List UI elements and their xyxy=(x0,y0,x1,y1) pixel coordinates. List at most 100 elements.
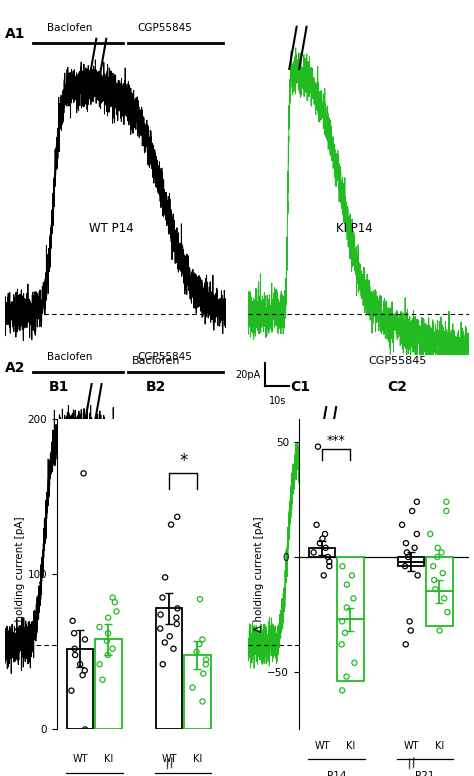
Bar xyxy=(426,557,453,591)
Point xyxy=(429,560,437,573)
Bar xyxy=(337,557,364,619)
Text: C2: C2 xyxy=(388,380,408,394)
Point xyxy=(324,551,332,563)
Point xyxy=(338,684,346,697)
Text: //: // xyxy=(406,756,418,771)
Text: B2: B2 xyxy=(146,380,166,394)
Text: WT: WT xyxy=(403,741,419,751)
Y-axis label: Δ holding current [pA]: Δ holding current [pA] xyxy=(255,516,264,632)
Text: KI: KI xyxy=(104,754,113,764)
Point xyxy=(427,528,434,540)
Text: WT: WT xyxy=(73,754,88,764)
Point xyxy=(402,638,410,650)
Bar xyxy=(398,562,424,566)
Point xyxy=(440,592,448,605)
Point xyxy=(202,653,210,666)
Point xyxy=(81,664,89,677)
Text: CGP55845: CGP55845 xyxy=(137,352,192,362)
Bar xyxy=(67,649,93,729)
Point xyxy=(104,649,111,661)
Text: KI: KI xyxy=(346,741,355,751)
Text: //: // xyxy=(164,756,176,771)
Point xyxy=(413,528,420,540)
Text: B1: B1 xyxy=(48,380,69,394)
Point xyxy=(71,643,78,655)
Point xyxy=(156,622,164,635)
Text: P14: P14 xyxy=(327,771,346,776)
Point xyxy=(438,546,445,559)
Point xyxy=(196,638,203,650)
Point xyxy=(398,518,406,531)
Point xyxy=(431,583,439,595)
Point xyxy=(326,560,333,573)
Text: *: * xyxy=(179,452,187,470)
Point xyxy=(159,658,166,670)
Point xyxy=(193,646,201,658)
Point xyxy=(443,496,450,508)
Point xyxy=(109,591,117,604)
Text: WT: WT xyxy=(314,741,330,751)
Point xyxy=(351,656,358,669)
Point xyxy=(159,591,166,604)
Point xyxy=(173,511,181,523)
Point xyxy=(173,602,181,615)
Text: A2: A2 xyxy=(5,361,25,375)
Point xyxy=(406,615,413,628)
Point xyxy=(157,608,164,621)
Point xyxy=(104,627,112,639)
Point xyxy=(444,606,451,618)
Y-axis label: Δ holding current [pA]: Δ holding current [pA] xyxy=(15,516,25,632)
Point xyxy=(199,633,206,646)
Point xyxy=(343,601,351,614)
Point xyxy=(80,467,87,480)
Point xyxy=(99,674,106,686)
Point xyxy=(401,560,409,573)
Point xyxy=(443,505,450,518)
Text: Baclofen: Baclofen xyxy=(131,356,180,366)
Point xyxy=(402,537,410,549)
Point xyxy=(189,681,196,694)
Point xyxy=(348,569,356,581)
Point xyxy=(71,649,79,661)
Point xyxy=(411,542,419,554)
Text: WT: WT xyxy=(161,754,177,764)
Point xyxy=(316,537,324,549)
Text: 20pA: 20pA xyxy=(236,370,261,379)
Point xyxy=(200,667,207,680)
Point xyxy=(109,643,116,655)
Point xyxy=(170,643,177,655)
Point xyxy=(338,615,346,628)
Point xyxy=(313,518,320,531)
Point xyxy=(161,571,169,584)
Point xyxy=(69,615,76,627)
Point xyxy=(338,638,346,650)
Point xyxy=(82,723,89,736)
Point xyxy=(350,592,357,605)
Bar xyxy=(398,557,424,562)
Point xyxy=(430,573,438,586)
Point xyxy=(103,635,111,647)
Point xyxy=(343,670,350,683)
Text: Baclofen: Baclofen xyxy=(47,352,93,362)
Bar xyxy=(184,655,210,729)
Point xyxy=(321,528,329,540)
Point xyxy=(403,546,410,559)
Point xyxy=(434,542,441,554)
Point xyxy=(404,551,412,563)
Point xyxy=(173,611,180,624)
Point xyxy=(322,542,329,554)
Point xyxy=(341,627,349,639)
Text: CGP55845: CGP55845 xyxy=(368,356,427,366)
Point xyxy=(166,630,173,643)
Point xyxy=(414,569,421,581)
Point xyxy=(202,658,210,670)
Point xyxy=(113,605,120,618)
Point xyxy=(68,684,75,697)
Point xyxy=(320,569,328,581)
Text: Baclofen: Baclofen xyxy=(47,23,93,33)
Point xyxy=(310,546,318,559)
Point xyxy=(81,633,89,646)
Text: ***: *** xyxy=(327,434,346,447)
Point xyxy=(96,658,103,670)
Point xyxy=(96,621,103,633)
